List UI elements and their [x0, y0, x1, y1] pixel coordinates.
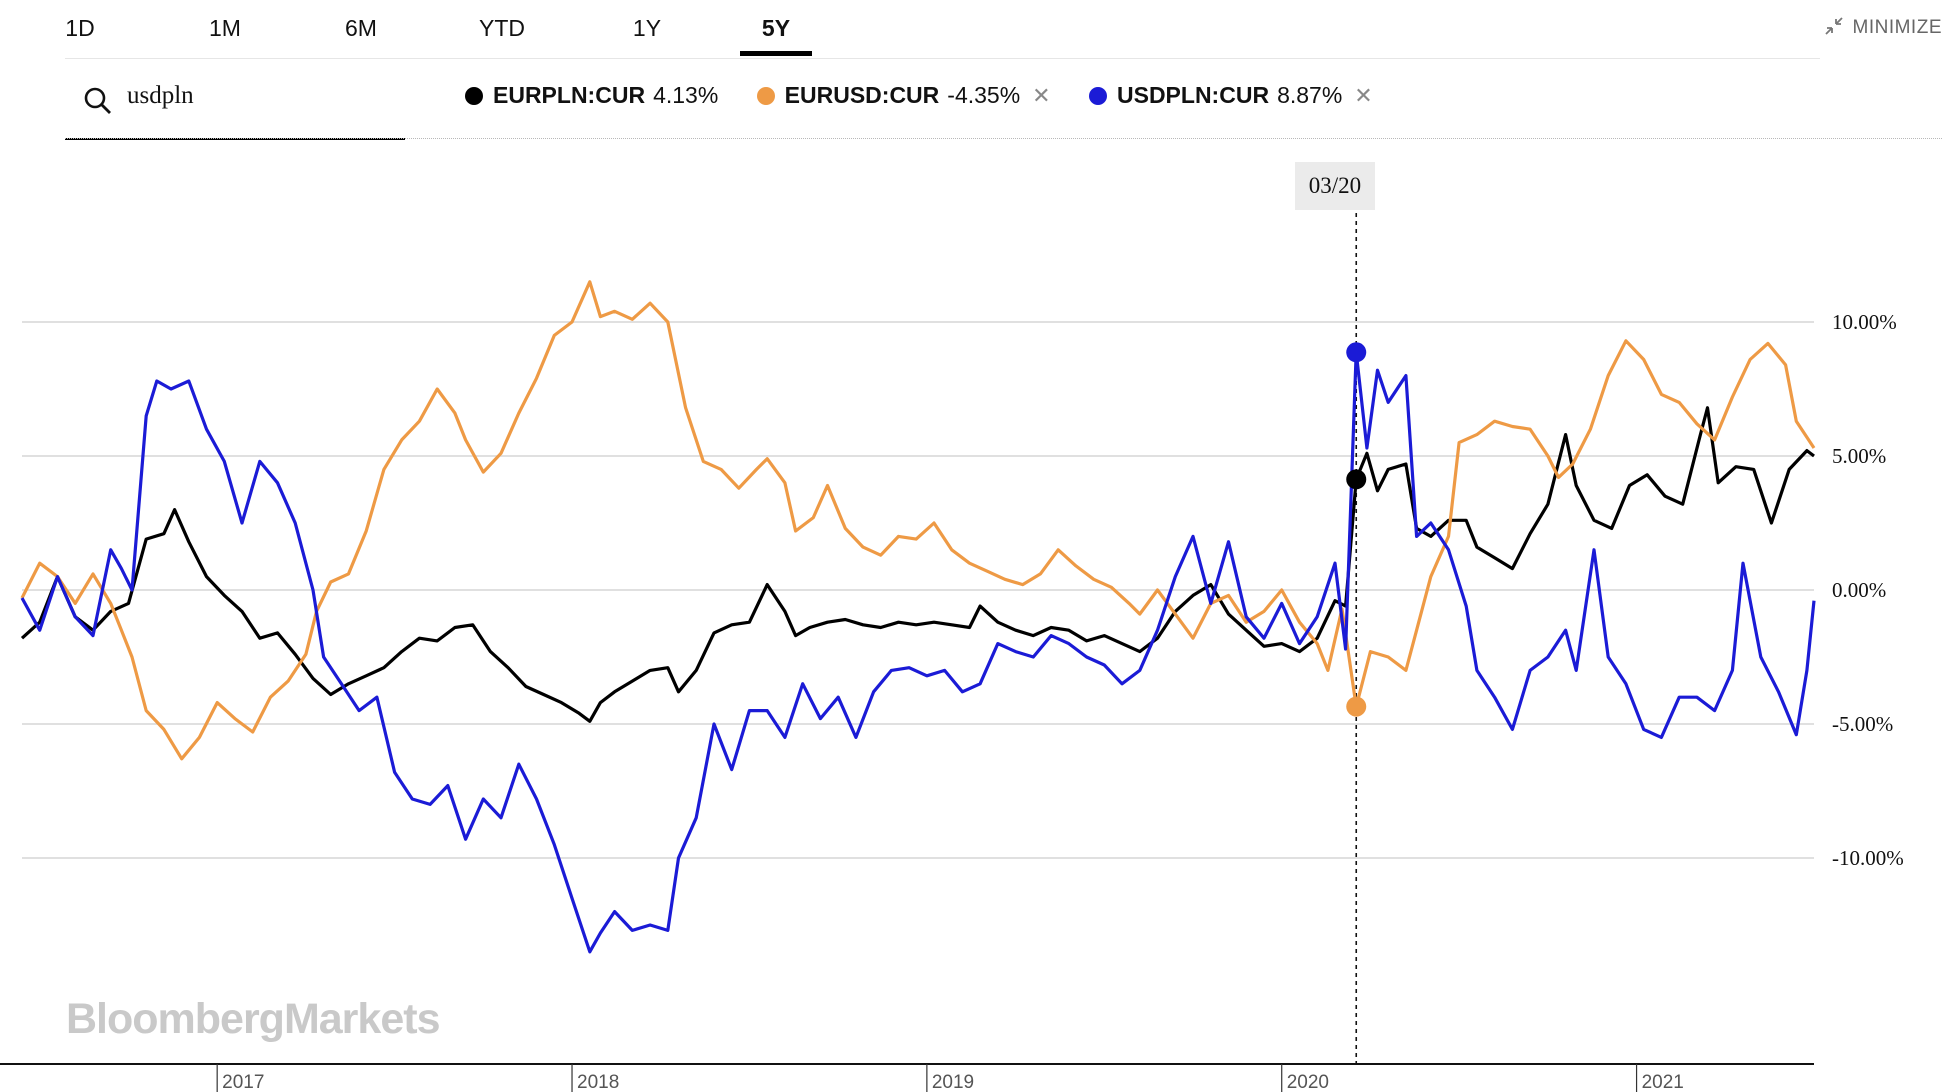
crosshair-point-usdpln [1346, 342, 1367, 363]
x-axis-labels: 2017 2018 2019 2020 2021 [216, 1064, 1684, 1092]
tab-5y[interactable]: 5Y [740, 0, 812, 56]
minimize-button[interactable]: MINIMIZE [1823, 0, 1942, 56]
series-line-eurpln[interactable] [20, 406, 1815, 723]
divider [65, 138, 1942, 139]
tab-1y[interactable]: 1Y [632, 15, 662, 41]
legend-name: USDPLN:CUR [1117, 82, 1270, 108]
x-tick-label: 2020 [1287, 1072, 1329, 1092]
tab-1d[interactable]: 1D [65, 15, 95, 41]
x-tick-label: 2017 [222, 1072, 264, 1092]
series-line-usdpln[interactable] [20, 350, 1816, 954]
legend-value: 4.13% [653, 82, 719, 108]
legend-value: -4.35% [947, 82, 1021, 108]
legend-item-eurpln: EURPLN:CUR 4.13% [465, 82, 718, 109]
crosshair-point-eurusd [1346, 696, 1367, 717]
crosshair-date: 03/20 [1295, 162, 1375, 210]
tab-6m[interactable]: 6M [345, 15, 377, 41]
search-icon [84, 87, 111, 114]
legend-name: EURUSD:CUR [784, 82, 940, 108]
legend-item-eurusd: EURUSD:CUR -4.35% ✕ [756, 82, 1051, 109]
y-tick-label: -5.00% [1832, 712, 1893, 736]
series-lines [20, 280, 1816, 954]
x-tick-label: 2019 [932, 1072, 974, 1092]
legend-dot-eurusd [756, 87, 775, 105]
tab-ytd[interactable]: YTD [479, 15, 525, 41]
x-tick-label: 2021 [1642, 1072, 1684, 1092]
crosshair-point-eurpln [1346, 469, 1367, 490]
chart-legend: EURPLN:CUR 4.13% EURUSD:CUR -4.35% ✕ USDPLN… [465, 82, 1405, 122]
legend-name: EURPLN:CUR [493, 82, 646, 108]
tab-1m[interactable]: 1M [209, 15, 241, 41]
remove-eurusd-icon[interactable]: ✕ [1032, 83, 1051, 108]
y-axis-labels: 10.00% 5.00% 0.00% -5.00% -10.00% [1832, 310, 1904, 870]
remove-usdpln-icon[interactable]: ✕ [1354, 83, 1373, 108]
search-box[interactable]: usdpln [65, 72, 405, 140]
legend-dot-usdpln [1089, 87, 1107, 105]
search-input[interactable]: usdpln [127, 82, 194, 109]
y-tick-label: -10.00% [1832, 846, 1904, 870]
collapse-arrows-icon [1824, 17, 1843, 35]
minimize-label: MINIMIZE [1852, 17, 1942, 38]
legend-item-usdpln: USDPLN:CUR 8.87% ✕ [1089, 82, 1373, 109]
bloomberg-logo: BloombergMarkets [66, 995, 440, 1043]
legend-dot-eurpln [465, 87, 483, 105]
time-range-tabs: 1D 1M 6M YTD 1Y 5Y [65, 0, 1820, 59]
y-tick-label: 0.00% [1832, 578, 1886, 602]
x-tick-label: 2018 [577, 1072, 619, 1092]
gridlines [22, 321, 1814, 859]
legend-value: 8.87% [1277, 82, 1343, 108]
series-line-eurusd[interactable] [20, 280, 1816, 761]
crosshair-markers [1346, 342, 1367, 717]
y-tick-label: 5.00% [1832, 444, 1886, 468]
y-tick-label: 10.00% [1832, 310, 1897, 334]
